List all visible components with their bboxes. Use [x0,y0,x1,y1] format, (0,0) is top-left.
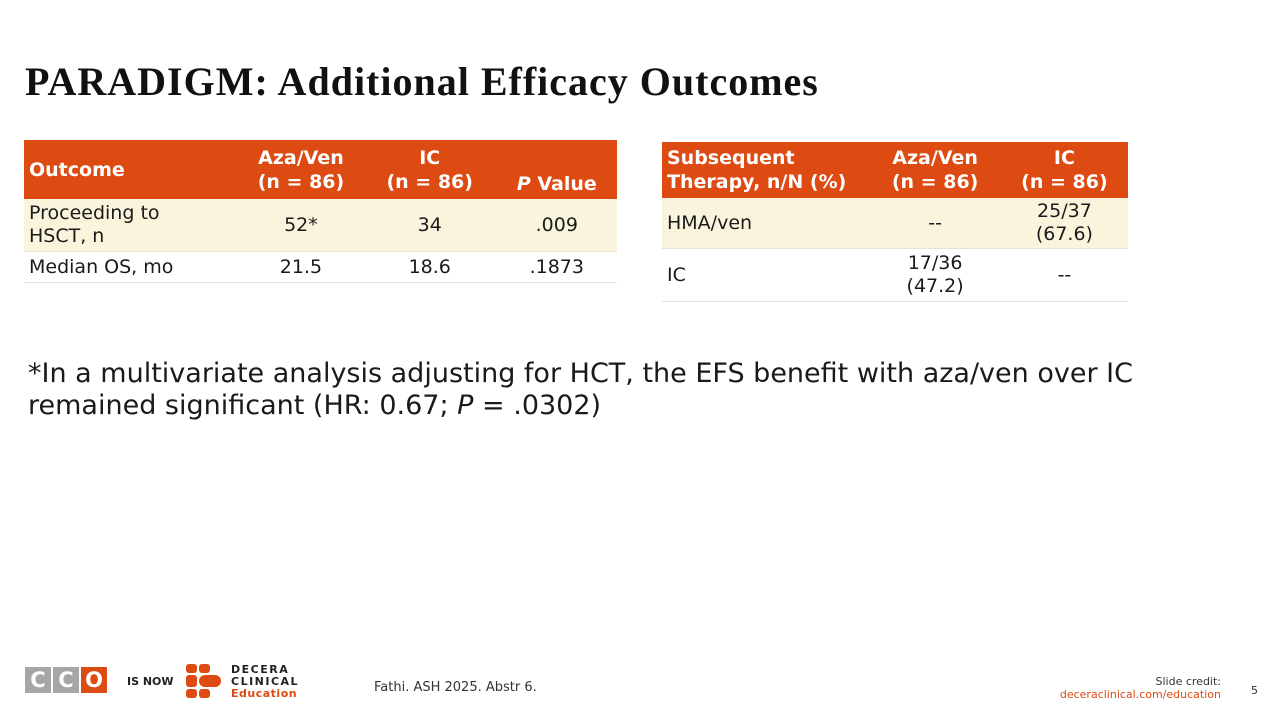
cco-letter: C [25,667,51,693]
cell-aza-ven: 52* [239,199,363,252]
header-aza-ven: Aza/Ven (n = 86) [239,140,363,199]
table-row: Proceeding to HSCT, n 52* 34 .009 [24,199,617,252]
header-outcome: Outcome [24,140,240,199]
citation: Fathi. ASH 2025. Abstr 6. [374,680,537,695]
row-label: IC [662,248,870,302]
cell-ic: -- [1000,248,1128,302]
table-header-row: Subsequent Therapy, n/N (%) Aza/Ven (n =… [662,142,1128,198]
credit-link[interactable]: deceraclinical.com/education [1059,688,1221,701]
cell-ic: 34 [362,199,497,252]
header-ic: IC (n = 86) [362,140,497,199]
row-label: Median OS, mo [24,251,240,283]
slide-title: PARADIGM: Additional Efficacy Outcomes [25,59,819,104]
header-ic: IC (n = 86) [1000,142,1128,198]
table-row: IC 17/36 (47.2) -- [662,248,1128,302]
header-p-value: P Value [496,140,617,199]
cell-ic: 18.6 [362,251,497,283]
header-subsequent-therapy: Subsequent Therapy, n/N (%) [662,142,870,198]
is-now-label: IS NOW [127,675,174,688]
cell-p-value: .1873 [496,251,617,283]
page-number: 5 [1251,684,1258,697]
cell-aza-ven: -- [869,198,1001,249]
footnote: *In a multivariate analysis adjusting fo… [28,358,1133,421]
cco-letter: O [81,667,107,693]
cco-letter: C [53,667,79,693]
decera-logo-icon [186,664,221,698]
table-header-row: Outcome Aza/Ven (n = 86) IC (n = 86) P V… [24,140,617,199]
cco-logo: C C O [25,667,109,693]
subsequent-therapy-table: Subsequent Therapy, n/N (%) Aza/Ven (n =… [662,142,1128,302]
table-row: Median OS, mo 21.5 18.6 .1873 [24,251,617,283]
cell-aza-ven: 21.5 [239,251,363,283]
row-label: HMA/ven [662,198,870,249]
cell-ic: 25/37 (67.6) [1000,198,1128,249]
efficacy-outcomes-table: Outcome Aza/Ven (n = 86) IC (n = 86) P V… [24,140,617,283]
cell-p-value: .009 [496,199,617,252]
slide-credit: Slide credit: deceraclinical.com/educati… [1059,675,1221,701]
row-label: Proceeding to HSCT, n [24,199,240,252]
decera-wordmark: DECERA CLINICAL Education [231,663,300,700]
table-row: HMA/ven -- 25/37 (67.6) [662,198,1128,249]
cell-aza-ven: 17/36 (47.2) [869,248,1001,302]
header-aza-ven: Aza/Ven (n = 86) [869,142,1001,198]
